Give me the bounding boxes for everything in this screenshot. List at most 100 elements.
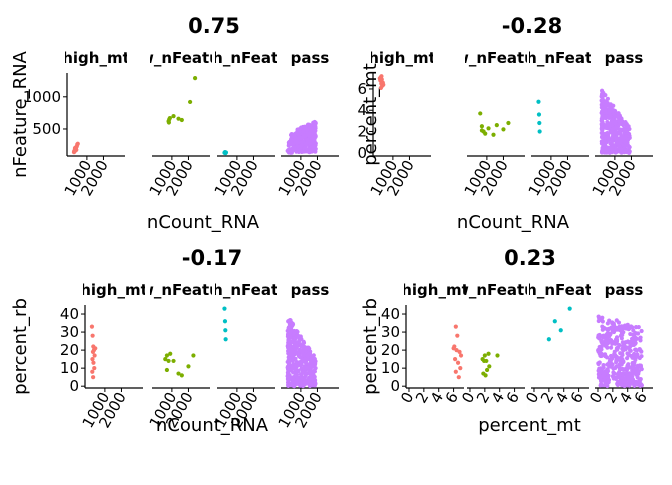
data-point — [192, 76, 198, 81]
y-axis-title: nFeature_RNA — [10, 50, 31, 177]
data-point — [479, 128, 485, 133]
facet-strip-label: high_mt — [80, 281, 148, 299]
data-point — [483, 373, 488, 378]
data-point — [620, 371, 626, 376]
data-point — [608, 345, 614, 350]
data-point — [223, 337, 228, 342]
data-point — [613, 121, 618, 126]
data-point — [609, 123, 615, 128]
data-point — [294, 140, 299, 145]
data-point — [486, 126, 491, 131]
data-point — [635, 363, 640, 368]
data-point — [89, 324, 95, 329]
data-point — [491, 132, 496, 137]
data-point — [310, 128, 315, 133]
data-point — [456, 375, 461, 380]
data-point — [302, 145, 308, 150]
data-point — [600, 97, 605, 103]
data-point — [164, 353, 170, 358]
data-point — [638, 347, 643, 353]
data-point — [495, 353, 500, 358]
facet-strip-label: high_mt — [368, 49, 436, 67]
data-point — [604, 355, 610, 360]
data-point — [483, 131, 488, 136]
y-tick-label: 0 — [390, 377, 400, 395]
data-point — [287, 322, 293, 327]
data-point — [609, 325, 614, 330]
data-point — [617, 366, 623, 371]
data-point — [289, 364, 295, 370]
x-tick-label: 6 — [567, 389, 587, 406]
data-point — [630, 336, 635, 341]
data-point — [622, 149, 627, 154]
y-tick-label: 30 — [381, 323, 400, 341]
data-point — [603, 103, 608, 108]
data-point — [305, 365, 310, 370]
data-point — [606, 135, 611, 140]
data-point — [626, 362, 631, 367]
data-point — [599, 130, 604, 136]
data-point — [537, 129, 542, 134]
data-point — [603, 93, 608, 98]
data-point — [637, 379, 642, 384]
data-point — [623, 120, 628, 125]
data-point — [599, 118, 604, 123]
data-point — [297, 354, 302, 359]
facet-strip-label: pass — [605, 49, 644, 67]
data-point — [478, 111, 483, 116]
data-point — [292, 145, 297, 150]
data-point — [285, 364, 291, 369]
data-point — [627, 150, 632, 155]
y-tick-label: 20 — [60, 341, 79, 359]
data-point — [611, 329, 617, 335]
data-point — [479, 124, 485, 129]
data-point — [617, 127, 622, 132]
data-point — [293, 366, 298, 371]
data-point — [451, 346, 456, 351]
data-point — [608, 364, 614, 369]
data-point — [310, 135, 316, 140]
data-point — [482, 353, 487, 358]
data-point — [537, 120, 542, 126]
data-point — [309, 374, 314, 379]
data-point — [614, 335, 620, 340]
facet-strip-label: pass — [291, 281, 330, 299]
data-point — [223, 328, 228, 333]
y-tick-label: 10 — [381, 359, 400, 377]
data-point — [620, 332, 625, 338]
data-point — [601, 146, 607, 152]
data-point — [604, 131, 609, 136]
data-point — [301, 357, 307, 363]
data-point — [287, 325, 293, 330]
data-point — [598, 347, 603, 352]
data-point — [302, 370, 307, 376]
data-point — [613, 353, 618, 358]
facet-strip-label: low_nFeature — [440, 49, 553, 67]
data-point — [295, 375, 300, 380]
data-point — [633, 330, 638, 336]
data-point — [596, 372, 601, 377]
data-point — [607, 318, 612, 323]
data-point — [75, 141, 80, 146]
data-point — [289, 375, 295, 380]
data-point — [166, 358, 171, 364]
data-point — [303, 141, 309, 146]
data-point — [293, 378, 298, 384]
data-point — [600, 374, 605, 379]
data-point — [484, 367, 490, 373]
data-point — [91, 375, 96, 380]
data-point — [291, 338, 296, 343]
data-point — [614, 360, 619, 365]
data-point — [292, 330, 297, 335]
data-point — [614, 325, 619, 331]
x-tick-label: 6 — [503, 389, 523, 406]
data-point — [617, 131, 623, 136]
